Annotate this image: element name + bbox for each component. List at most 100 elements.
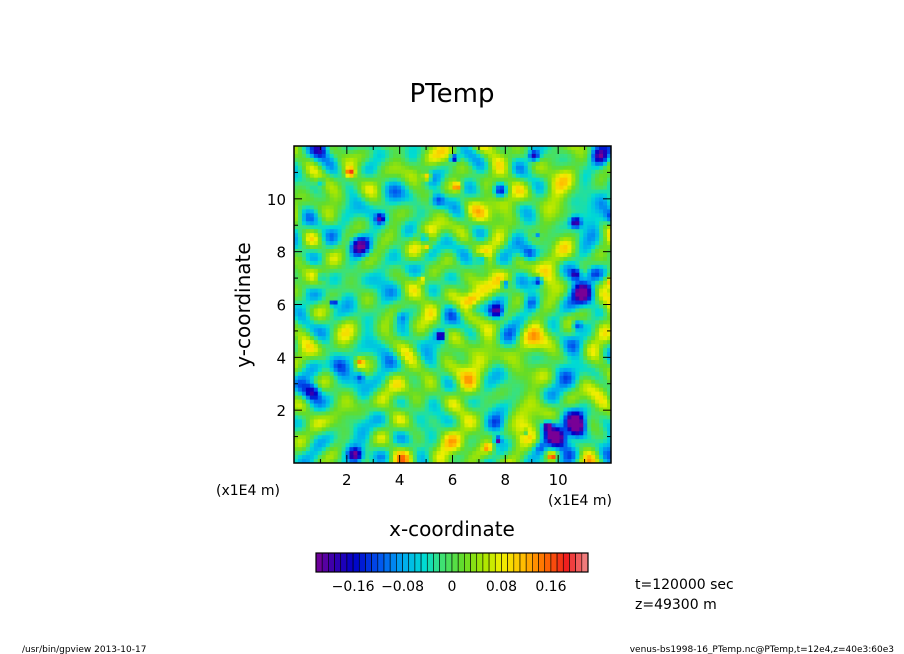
heatmap-cell [595, 272, 600, 278]
heatmap-cell [294, 237, 299, 242]
heatmap-cell [504, 237, 509, 242]
heatmap-cell [341, 185, 347, 191]
heatmap-cell [571, 292, 576, 298]
heatmap-cell [563, 169, 569, 175]
heatmap-cell [464, 280, 469, 286]
heatmap-cell [416, 185, 422, 191]
heatmap-cell [500, 249, 505, 254]
heatmap-cell [456, 272, 462, 278]
heatmap-cell [543, 189, 549, 195]
heatmap-cell [539, 209, 545, 214]
heatmap-cell [567, 209, 572, 214]
heatmap-cell [428, 256, 434, 262]
heatmap-cell [420, 189, 426, 195]
heatmap-cell [404, 241, 410, 246]
heatmap-cell [452, 304, 458, 310]
heatmap-cell [531, 157, 537, 163]
heatmap-cell [571, 359, 576, 365]
heatmap-cell [531, 197, 537, 203]
heatmap-cell [575, 245, 580, 250]
heatmap-cell [337, 161, 343, 167]
heatmap-cell [400, 352, 406, 357]
heatmap-cell [527, 379, 533, 385]
heatmap-cell [575, 217, 580, 222]
heatmap-cell [333, 181, 339, 187]
heatmap-cell [504, 312, 509, 317]
heatmap-cell [539, 260, 545, 266]
heatmap-cell [313, 367, 319, 373]
heatmap-cell [400, 284, 406, 290]
heatmap-cell [313, 276, 319, 282]
heatmap-cell [294, 320, 299, 325]
heatmap-cell [539, 363, 545, 369]
heatmap-cell [515, 225, 521, 230]
heatmap-cell [448, 328, 454, 333]
heatmap-cell [547, 221, 553, 226]
heatmap-cell [535, 332, 541, 337]
heatmap-cell [571, 173, 576, 179]
heatmap-cell [484, 375, 489, 381]
heatmap-cell [385, 185, 390, 191]
heatmap-cell [297, 165, 303, 171]
heatmap-cell [333, 320, 339, 325]
heatmap-cell [603, 245, 608, 250]
heatmap-cell [492, 197, 497, 203]
heatmap-cell [587, 193, 592, 199]
heatmap-cell [412, 391, 418, 397]
heatmap-cell [444, 237, 450, 242]
heatmap-cell [377, 296, 382, 302]
heatmap-cell [599, 312, 604, 317]
heatmap-cell [428, 225, 434, 230]
heatmap-cell [305, 336, 311, 341]
heatmap-cell [345, 217, 351, 222]
heatmap-cell [547, 363, 553, 369]
heatmap-cell [416, 169, 422, 175]
heatmap-cell [301, 308, 307, 314]
heatmap-cell [361, 252, 366, 258]
heatmap-cell [325, 352, 331, 357]
heatmap-cell [337, 375, 343, 381]
heatmap-cell [543, 363, 549, 369]
heatmap-cell [539, 149, 545, 155]
heatmap-cell [452, 264, 458, 270]
heatmap-cell [397, 371, 402, 377]
heatmap-cell [297, 197, 303, 203]
heatmap-cell [297, 304, 303, 310]
heatmap-cell [571, 352, 576, 357]
heatmap-cell [385, 169, 390, 175]
heatmap-cell [468, 276, 473, 282]
heatmap-cell [523, 348, 529, 353]
heatmap-cell [420, 276, 426, 282]
heatmap-cell [519, 288, 525, 294]
heatmap-cell [361, 359, 366, 365]
heatmap-cell [357, 340, 362, 345]
heatmap-cell [547, 245, 553, 250]
heatmap-cell [551, 288, 557, 294]
heatmap-cell [480, 316, 485, 321]
heatmap-cell [385, 256, 390, 262]
heatmap-cell [492, 352, 497, 357]
heatmap-cell [432, 177, 438, 183]
heatmap-cell [543, 252, 549, 258]
heatmap-cell [309, 391, 315, 397]
heatmap-cell [420, 272, 426, 278]
heatmap-cell [595, 149, 600, 155]
heatmap-cell [313, 205, 319, 210]
heatmap-cell [400, 193, 406, 199]
heatmap-cell [432, 348, 438, 353]
heatmap-cell [476, 371, 481, 377]
heatmap-cell [511, 340, 517, 345]
heatmap-cell [551, 169, 557, 175]
heatmap-cell [583, 312, 588, 317]
heatmap-cell [515, 217, 521, 222]
heatmap-cell [389, 284, 394, 290]
heatmap-cell [559, 146, 565, 151]
heatmap-cell [575, 229, 580, 234]
heatmap-cell [527, 371, 533, 377]
heatmap-cell [412, 157, 418, 163]
heatmap-cell [305, 229, 311, 234]
heatmap-cell [309, 292, 315, 298]
heatmap-cell [424, 296, 430, 302]
heatmap-cell [357, 387, 362, 393]
heatmap-cell [385, 328, 390, 333]
